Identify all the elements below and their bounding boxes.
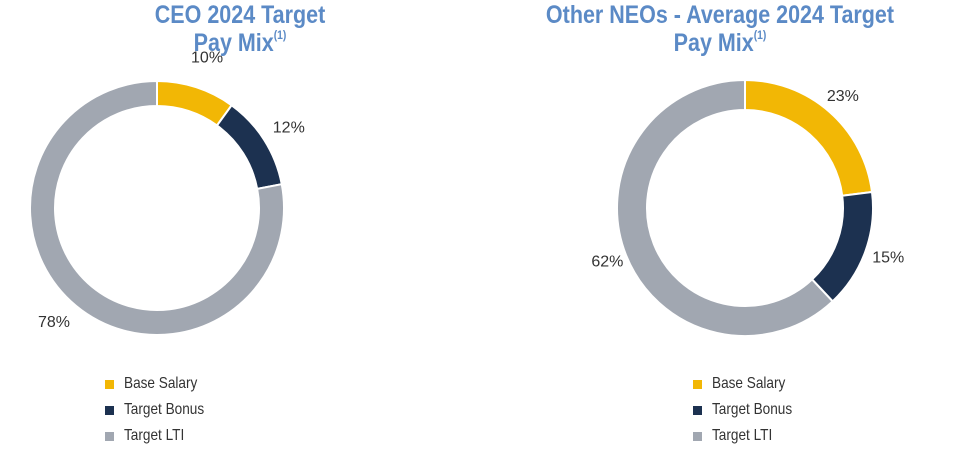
data-label-base-salary: 23% xyxy=(827,88,859,105)
donut-slice-target-lti xyxy=(616,78,835,337)
legend-swatch xyxy=(693,431,702,441)
data-label-target-lti: 78% xyxy=(38,314,70,331)
legend-item-target-lti: Target LTI xyxy=(693,423,806,449)
legend-item-target-bonus: Target Bonus xyxy=(693,397,806,423)
legend-swatch xyxy=(105,405,114,415)
neo-legend: Base Salary Target Bonus Target LTI xyxy=(693,371,806,449)
data-label-base-salary: 10% xyxy=(191,50,223,67)
neo-pay-mix-panel: 23% 15% 62% Other NEOs - Average 2024 Targ… xyxy=(480,0,960,446)
data-label-target-bonus: 15% xyxy=(872,249,904,266)
legend-swatch xyxy=(693,405,702,415)
legend-swatch xyxy=(105,431,114,441)
ceo-title-footnote: (1) xyxy=(273,28,287,42)
legend-label: Target Bonus xyxy=(124,401,205,418)
legend-label: Base Salary xyxy=(712,375,786,392)
legend-swatch xyxy=(693,379,702,389)
data-label-target-bonus: 12% xyxy=(273,119,305,136)
ceo-donut-chart: 10% 12% 78% xyxy=(29,50,305,336)
donut-slice-target-bonus xyxy=(810,190,874,303)
ceo-pay-mix-panel: 10% 12% 78% CEO 2024 Target Pay Mix(1) Bas… xyxy=(0,0,480,446)
legend-label: Target LTI xyxy=(712,427,773,444)
neo-title-line1: Other NEOs - Average 2024 Target xyxy=(545,1,895,29)
ceo-legend: Base Salary Target Bonus Target LTI xyxy=(105,371,218,449)
legend-item-target-bonus: Target Bonus xyxy=(105,397,218,423)
donut-slice-target-lti xyxy=(29,79,285,336)
legend-swatch xyxy=(105,379,114,389)
neo-donut-chart: 23% 15% 62% xyxy=(591,78,904,337)
data-label-target-lti: 62% xyxy=(591,254,623,271)
legend-item-target-lti: Target LTI xyxy=(105,423,218,449)
legend-label: Target Bonus xyxy=(712,401,793,418)
neo-title-footnote: (1) xyxy=(753,28,767,42)
ceo-title-line1: CEO 2024 Target xyxy=(154,1,326,29)
neo-title-line2: Pay Mix xyxy=(673,29,754,57)
donut-slice-base-salary xyxy=(156,79,234,127)
donut-slice-target-bonus xyxy=(215,103,283,191)
legend-label: Target LTI xyxy=(124,427,185,444)
ceo-chart-title: CEO 2024 Target Pay Mix(1) xyxy=(34,1,447,57)
legend-item-base-salary: Base Salary xyxy=(105,371,218,397)
neo-chart-title: Other NEOs - Average 2024 Target Pay Mix… xyxy=(514,1,927,57)
ceo-title-line2: Pay Mix xyxy=(193,29,274,57)
legend-label: Base Salary xyxy=(124,375,198,392)
legend-item-base-salary: Base Salary xyxy=(693,371,806,397)
